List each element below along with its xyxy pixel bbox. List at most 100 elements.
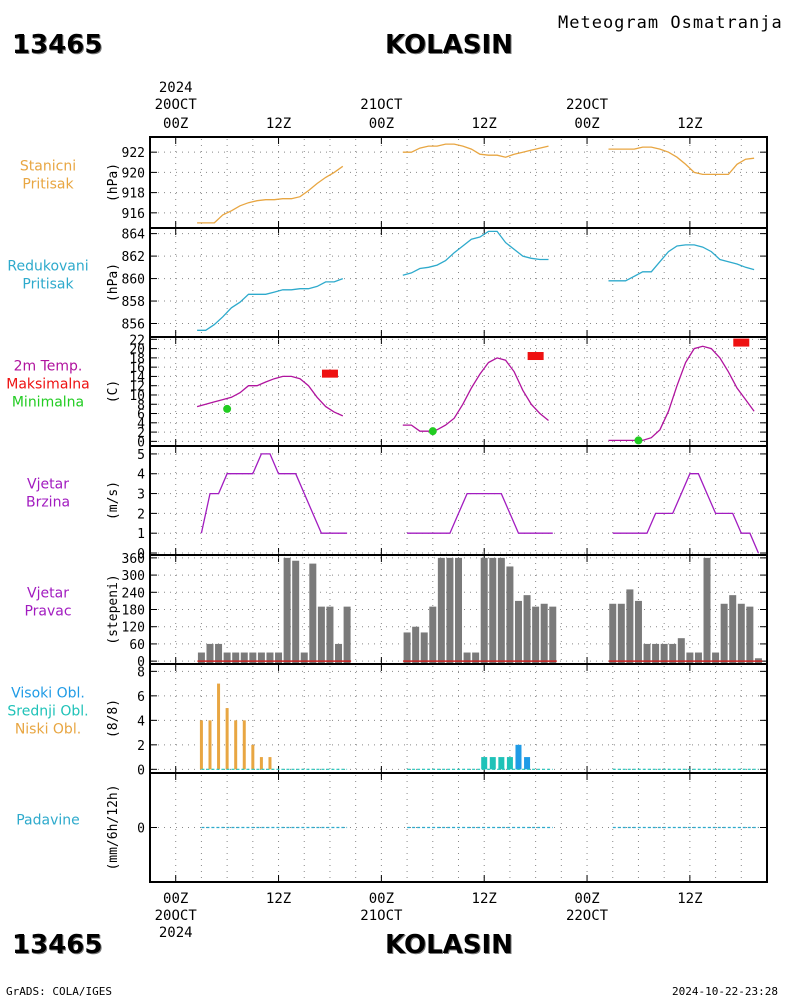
wind-direction-bar xyxy=(514,600,522,663)
top-tick-label: 00Z xyxy=(369,116,394,132)
low-cloud-bar xyxy=(225,708,229,770)
temp-max-marker xyxy=(733,338,750,347)
wind-direction-bar xyxy=(403,632,411,663)
wind-direction-bar xyxy=(686,652,694,663)
wind-direction-bar xyxy=(506,566,514,663)
y-tick-label: 922 xyxy=(122,146,145,161)
y-tick-label: 10 xyxy=(129,389,145,404)
bottom-tick-label: 00Z xyxy=(574,891,599,907)
series-line-reduced_pressure xyxy=(402,230,549,276)
y-tick-label: 858 xyxy=(122,295,145,310)
wind-direction-bar xyxy=(746,606,754,663)
wind-direction-bar xyxy=(677,638,685,663)
y-tick-label: 864 xyxy=(122,228,146,243)
y-tick-label: 300 xyxy=(122,569,145,584)
panel-label-wind_speed: Brzina xyxy=(26,495,70,511)
y-tick-label: 918 xyxy=(122,187,145,202)
y-tick-label: 2 xyxy=(137,426,145,441)
panel-label-station_pressure: Pritisak xyxy=(22,177,74,193)
bottom-date-label: 21OCT xyxy=(360,908,403,924)
panel-label-temperature: 2m Temp. xyxy=(14,359,83,375)
timestamp-text: 2024-10-22-23:28 xyxy=(672,985,778,998)
series-line-wind_speed xyxy=(612,473,759,554)
series-line-station_pressure xyxy=(197,165,344,224)
wind-direction-bar xyxy=(609,603,617,663)
bottom-date-label: 20OCT xyxy=(155,908,198,924)
low-cloud-bar xyxy=(268,757,272,770)
wind-direction-bar xyxy=(420,632,428,663)
low-cloud-bar xyxy=(199,720,203,770)
y-tick-label: 12 xyxy=(129,380,145,395)
low-cloud-bar xyxy=(234,720,238,770)
top-tick-label: 00Z xyxy=(163,116,188,132)
wind-direction-bar xyxy=(463,652,471,663)
wind-direction-bar xyxy=(472,652,480,663)
wind-direction-bar xyxy=(617,603,625,663)
wind-direction-bar xyxy=(343,606,351,663)
series-line-wind_speed xyxy=(407,492,553,534)
wind-direction-bar xyxy=(283,557,291,663)
top-tick-label: 12Z xyxy=(677,116,702,132)
series-line-reduced_pressure xyxy=(197,277,344,331)
panel-label-precipitation: Padavine xyxy=(16,813,80,829)
mid-cloud-bar xyxy=(481,757,488,770)
panel-label-reduced_pressure: Redukovani xyxy=(7,259,88,275)
wind-direction-bar xyxy=(266,652,274,663)
wind-direction-bar xyxy=(249,652,257,663)
wind-direction-bar xyxy=(660,643,668,663)
low-cloud-bar xyxy=(242,720,246,770)
mid-cloud-bar xyxy=(506,757,513,770)
wind-direction-bar xyxy=(317,606,325,663)
wind-direction-bar xyxy=(729,595,737,663)
temp-min-marker xyxy=(428,427,437,436)
wind-direction-bar xyxy=(455,557,462,663)
station-name-bottom: KOLASIN xyxy=(385,930,513,960)
wind-direction-bar xyxy=(437,557,445,663)
temp-min-marker xyxy=(223,404,232,413)
wind-direction-bar xyxy=(232,652,240,663)
series-line-temperature xyxy=(402,357,549,432)
low-cloud-bar xyxy=(208,720,212,770)
wind-direction-bar xyxy=(335,643,343,663)
bottom-tick-label: 12Z xyxy=(266,891,291,907)
panel-label-clouds: Niski Obl. xyxy=(15,722,81,738)
y-tick-label: 16 xyxy=(129,361,145,376)
series-line-temperature xyxy=(608,345,755,442)
wind-direction-bar xyxy=(694,652,702,663)
low-cloud-bar xyxy=(259,757,263,770)
y-tick-label: 0 xyxy=(137,655,145,670)
y-axis-label-precipitation: (mm/6h/12h) xyxy=(106,784,121,870)
y-tick-label: 856 xyxy=(122,318,145,333)
panel-label-clouds: Srednji Obl. xyxy=(7,704,88,720)
top-date-label: 20OCT xyxy=(155,97,198,113)
top-tick-label: 12Z xyxy=(266,116,291,132)
y-axis-label-temperature: (C) xyxy=(106,380,121,403)
bottom-tick-label: 12Z xyxy=(677,891,702,907)
wind-direction-bar xyxy=(549,606,557,663)
top-date-label: 21OCT xyxy=(360,97,403,113)
mid-cloud-bar xyxy=(498,757,505,770)
wind-direction-bar xyxy=(720,603,728,663)
low-cloud-bar xyxy=(217,683,221,770)
wind-direction-bar xyxy=(429,606,437,663)
y-axis-label-reduced_pressure: (hPa) xyxy=(106,263,121,302)
y-tick-label: 180 xyxy=(122,604,145,619)
panel-label-clouds: Visoki Obl. xyxy=(11,686,85,702)
temp-max-marker xyxy=(527,352,544,361)
wind-direction-bar xyxy=(292,560,300,663)
y-tick-label: 916 xyxy=(122,207,145,222)
y-tick-label: 862 xyxy=(122,250,145,265)
wind-direction-bar xyxy=(223,652,231,663)
high-cloud-bar xyxy=(524,757,531,770)
top-tick-label: 00Z xyxy=(574,116,599,132)
wind-direction-bar xyxy=(197,652,205,663)
y-tick-label: 60 xyxy=(129,638,145,653)
wind-direction-bar xyxy=(240,652,248,663)
wind-direction-bar xyxy=(643,643,651,663)
bottom-year-label: 2024 xyxy=(159,925,193,941)
wind-direction-bar xyxy=(309,563,317,663)
y-tick-label: 4 xyxy=(137,714,145,729)
wind-direction-bar xyxy=(412,626,420,663)
y-tick-label: 860 xyxy=(122,273,145,288)
